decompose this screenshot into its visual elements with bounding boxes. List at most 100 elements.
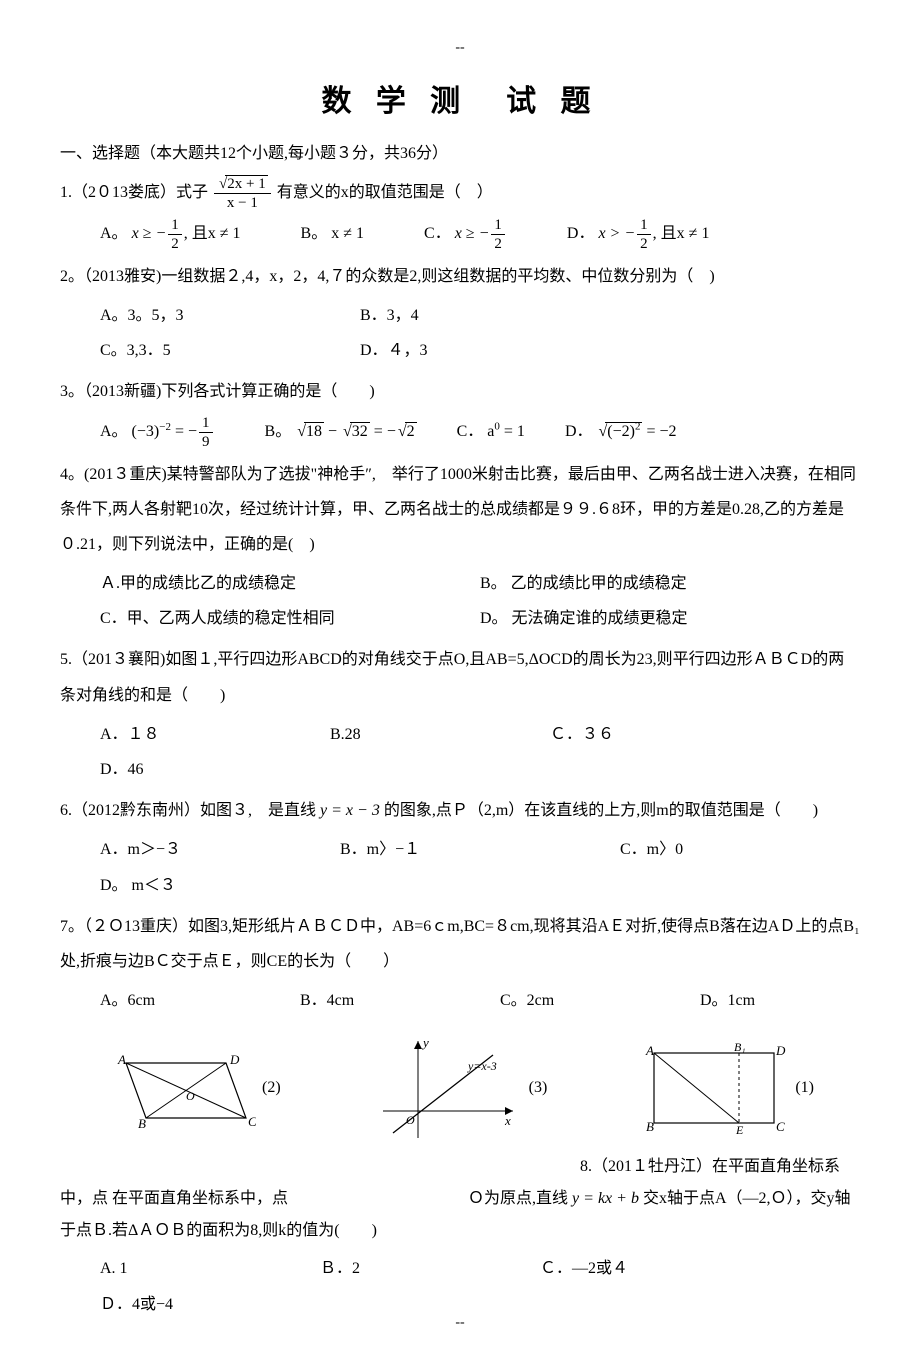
q4-stem: 4。(201３重庆)某特警部队为了选拔"神枪手″, 举行了1000米射击比赛，最… [60, 457, 860, 563]
q7-opt-b: B．4cm [300, 983, 440, 1018]
svg-text:C: C [248, 1114, 256, 1128]
svg-text:y=x-3: y=x-3 [467, 1059, 497, 1073]
svg-text:B: B [646, 1119, 654, 1134]
q1-opt-d: D． x > −12, 且x ≠ 1 [567, 216, 710, 253]
svg-text:B₁: B₁ [734, 1041, 746, 1054]
q4-opt-b: B。 乙的成绩比甲的成绩稳定 [480, 566, 860, 601]
q3-d-rad: (−2) [607, 423, 635, 440]
svg-text:A: A [645, 1043, 654, 1058]
q1-opt-a-label: A。 [100, 225, 128, 242]
q3-a-eq: = − [171, 423, 197, 440]
svg-text:B: B [138, 1116, 146, 1128]
q3-a-sup: −2 [159, 420, 171, 432]
q1-opt-c-label: C． [424, 225, 451, 242]
svg-text:y: y [421, 1035, 429, 1050]
q1-d-pre: x > − [598, 225, 635, 242]
q1-d-num: 1 [637, 216, 651, 235]
q3-a-pre: A。 (−3) [100, 423, 159, 440]
q3-a-fd: 9 [199, 433, 213, 451]
svg-text:C: C [776, 1119, 785, 1134]
q7-opt-c: C。2cm [500, 983, 640, 1018]
q6-stem-a: 6.（2012黔东南州）如图３, 是直线 [60, 802, 320, 819]
q6-expr: y = x − 3 [320, 802, 380, 819]
rectangle-fold-svg: A B₁ D B E C [639, 1041, 789, 1136]
q4-options: Ａ.甲的成绩比乙的成绩稳定 B。 乙的成绩比甲的成绩稳定 C．甲、乙两人成绩的稳… [100, 566, 860, 636]
q1-opt-a: A。 x ≥ −12, 且x ≠ 1 [100, 216, 241, 253]
q2-stem: 2。（2013雅安)一组数据２,4，x，2，4,７的众数是2,则这组数据的平均数… [60, 259, 860, 294]
question-6: 6.（2012黔东南州）如图３, 是直线 y = x − 3 的图象,点Ｐ（2,… [60, 793, 860, 903]
q1-c-pre: x ≥ − [455, 225, 490, 242]
fig-label-1: (1) [795, 1079, 814, 1097]
q1-stem-a: 1.（2０13娄底）式子 [60, 184, 208, 201]
q3-a-fn: 1 [199, 414, 213, 433]
question-2: 2。（2013雅安)一组数据２,4，x，2，4,７的众数是2,则这组数据的平均数… [60, 259, 860, 369]
q4-opt-c: C．甲、乙两人成绩的稳定性相同 [100, 601, 480, 636]
q6-opt-b: B．m〉−１ [340, 832, 560, 867]
q8-options: A. 1 Ｂ．2 Ｃ．—2或４ Ｄ．4或−4 [100, 1251, 860, 1321]
q3-b-eq: = − [370, 423, 396, 440]
fig-label-2: (2) [262, 1079, 281, 1097]
q1-frac-num: 2x + 1 [225, 175, 267, 192]
q5-opt-d: D．46 [100, 752, 144, 787]
q7-opt-a: A。6cm [100, 983, 240, 1018]
q7-opt-d: D。1cm [700, 983, 755, 1018]
q6-options: A．m＞−３ B．m〉−１ C．m〉0 D。 m＜３ [100, 832, 860, 902]
header-marker: -- [60, 40, 860, 56]
q1-stem: 1.（2０13娄底）式子 2x + 1 x − 1 有意义的x的取值范围是（ ） [60, 175, 860, 212]
q3-b-r1: 18 [304, 422, 324, 440]
q2-opt-b: B．3，4 [360, 298, 560, 333]
question-5: 5.（201３襄阳)如图１,平行四边形ABCD的对角线交于点O,且AB=5,ΔO… [60, 642, 860, 787]
q8-stem-c: 交x轴于点A（—2,Ｏ），交y轴于点Ｂ.若ΔＡＯＢ的面积为8,则k的值为( ) [60, 1190, 851, 1239]
q5-opt-a: A．１８ [100, 717, 270, 752]
q1-fraction: 2x + 1 x − 1 [214, 175, 271, 212]
q8-expr: y = kx + b [572, 1190, 639, 1207]
page-title: 数 学 测 试 题 [60, 76, 860, 120]
svg-text:D: D [775, 1043, 786, 1058]
q6-stem-b: 的图象,点Ｐ（2,m）在该直线的上方,则m的取值范围是（ ) [384, 802, 818, 819]
q1-c-num: 1 [491, 216, 505, 235]
q1-a-pre: x ≥ − [132, 225, 167, 242]
svg-text:x: x [504, 1113, 511, 1128]
q1-a-den: 2 [168, 235, 182, 253]
q7-stem: 7。（２Ｏ13重庆）如图3,矩形纸片ＡＢＣＤ中，AB=6ｃm,BC=８cm,现将… [60, 909, 860, 979]
question-3: 3。（2013新疆)下列各式计算正确的是（ ) A。 (−3)−2 = −19 … [60, 374, 860, 450]
q6-opt-d: D。 m＜３ [100, 868, 176, 903]
q3-b-pre: B。 [265, 423, 296, 440]
footer-marker: -- [0, 1315, 920, 1331]
q5-opt-c: Ｃ．３６ [550, 717, 720, 752]
q3-c-pre: C． a [457, 423, 495, 440]
q3-opt-d: D． (−2)2 = −2 [565, 414, 677, 451]
q6-opt-a: A．m＞−３ [100, 832, 280, 867]
q3-b-m: − [324, 423, 341, 440]
q2-opt-c: C。3,3．5 [100, 333, 300, 368]
q5-options: A．１８ B.28 Ｃ．３６ D．46 [100, 717, 860, 787]
q3-d-eq: = −2 [642, 423, 676, 440]
q1-a-post: , 且x ≠ 1 [184, 225, 241, 242]
question-1: 1.（2０13娄底）式子 2x + 1 x − 1 有意义的x的取值范围是（ ）… [60, 175, 860, 253]
q3-d-sup: 2 [635, 420, 641, 432]
section-header: 一、选择题（本大题共12个小题,每小题３分，共36分） [60, 140, 860, 169]
q3-stem: 3。（2013新疆)下列各式计算正确的是（ ) [60, 374, 860, 409]
q1-frac-den: x − 1 [214, 194, 271, 212]
q2-opt-d: D．４，3 [360, 333, 428, 368]
q1-stem-b: 有意义的x的取值范围是（ ） [277, 184, 493, 201]
q3-d-pre: D． [565, 423, 597, 440]
q6-opt-c: C．m〉0 [620, 832, 770, 867]
figure-2-parallelogram: A D B C O (2) [106, 1048, 281, 1128]
figure-1-rectangle: A B₁ D B E C (1) [639, 1041, 814, 1136]
q3-opt-a: A。 (−3)−2 = −19 [100, 414, 215, 451]
q1-a-num: 1 [168, 216, 182, 235]
svg-text:O: O [406, 1113, 415, 1127]
q3-c-eq: = 1 [500, 423, 525, 440]
q8-stem-inline: 在平面直角坐标系中，点Ｏ为原点,直线 y = kx + b 交x轴于点A（—2,… [60, 1190, 851, 1239]
q6-stem: 6.（2012黔东南州）如图３, 是直线 y = x − 3 的图象,点Ｐ（2,… [60, 793, 860, 828]
svg-text:E: E [735, 1123, 744, 1136]
q3-opt-b: B。 18 − 32 = −2 [265, 414, 417, 451]
fig-label-3: (3) [529, 1079, 548, 1097]
q1-opt-b: B。 x ≠ 1 [301, 216, 364, 253]
q8-opt-c: Ｃ．—2或４ [540, 1251, 740, 1286]
q2-options: A。3。5，3 B．3，4 C。3,3．5 D．４，3 [100, 298, 860, 368]
figures-row: A D B C O (2) y x O y=x-3 (3) A B₁ D [60, 1033, 860, 1143]
svg-text:D: D [229, 1052, 240, 1067]
q5-opt-b: B.28 [330, 717, 490, 752]
